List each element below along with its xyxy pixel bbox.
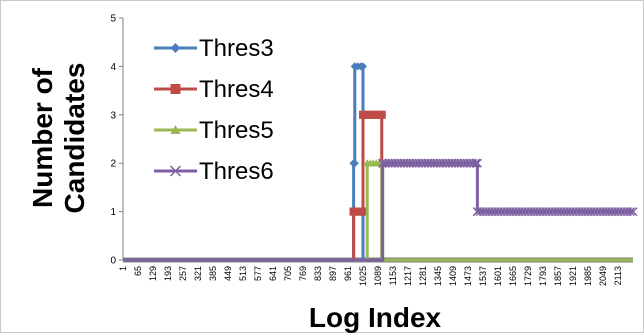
- x-tick-label: 577: [253, 266, 263, 281]
- y-tick-label: 5: [110, 14, 116, 25]
- x-tick-label: 1025: [358, 266, 368, 286]
- axes: [119, 17, 633, 263]
- x-tick-label: 1793: [538, 266, 548, 286]
- legend-label: Thres3: [199, 35, 274, 62]
- x-tick-label: 129: [148, 266, 158, 281]
- data-point: [170, 84, 181, 94]
- y-tick-label: 4: [110, 62, 116, 73]
- data-point: [359, 207, 367, 216]
- x-tick-label: 1345: [433, 266, 443, 286]
- x-tick-label: 65: [133, 266, 143, 276]
- legend-label: Thres5: [199, 117, 274, 144]
- legend-item-thres4: Thres4: [154, 76, 274, 103]
- data-point: [363, 159, 372, 167]
- y-tick-label: 1: [110, 207, 116, 218]
- x-tick-label: 833: [313, 266, 323, 281]
- x-tick-label: 1473: [463, 266, 473, 286]
- x-tick-label: 1985: [583, 266, 593, 286]
- legend-item-thres5: Thres5: [154, 117, 274, 144]
- data-point: [359, 62, 367, 71]
- legend-item-thres3: Thres3: [154, 35, 274, 62]
- data-point: [472, 207, 482, 217]
- y-tick-label: 3: [110, 110, 116, 121]
- x-tick-label: 1281: [418, 266, 428, 286]
- x-tick-label: 897: [328, 266, 338, 281]
- y-axis-title-group: Number of Candidates: [27, 63, 90, 214]
- data-point: [472, 158, 482, 168]
- data-point: [350, 62, 359, 71]
- data-point: [169, 165, 182, 177]
- data-point: [359, 110, 367, 119]
- series-thres6: [123, 158, 638, 262]
- data-point: [377, 110, 386, 119]
- series-layer: [123, 62, 638, 262]
- x-tick-label: 257: [178, 266, 188, 281]
- legend: Thres3 Thres4 Thres5 Thres6: [154, 35, 274, 185]
- x-tick-label: 449: [223, 266, 233, 281]
- x-tick-label: 321: [193, 266, 203, 281]
- x-tick-label: 961: [343, 266, 353, 281]
- legend-label: Thres4: [199, 76, 274, 103]
- data-point: [170, 125, 181, 134]
- y-tick-label: 0: [110, 256, 116, 267]
- y-axis-title-line2: Candidates: [59, 63, 90, 214]
- y-tick-label: 2: [110, 159, 116, 170]
- x-tick-label: 2113: [613, 266, 623, 285]
- x-tick-label: 1089: [373, 266, 383, 286]
- x-tick-label: 1665: [508, 266, 518, 286]
- x-axis-title: Log Index: [309, 302, 442, 333]
- x-tick-label: 1217: [403, 266, 413, 286]
- x-tick-label: 1601: [493, 266, 503, 286]
- data-point: [625, 207, 635, 217]
- x-tick-label: 385: [208, 266, 218, 281]
- x-tick-label: 1153: [388, 266, 398, 285]
- x-tick-label: 1921: [568, 266, 578, 286]
- x-tick-label: 193: [163, 266, 173, 281]
- data-point: [471, 158, 481, 168]
- legend-item-thres6: Thres6: [154, 158, 274, 185]
- y-axis-title-line1: Number of: [27, 67, 58, 208]
- x-tick-label: 641: [268, 266, 278, 281]
- legend-label: Thres6: [199, 158, 274, 185]
- data-point: [349, 207, 358, 216]
- x-tick-label: 1537: [478, 266, 488, 286]
- x-tick-label: 1729: [523, 266, 533, 286]
- data-point: [378, 158, 388, 168]
- x-tick-label: 1857: [553, 266, 563, 286]
- data-point: [628, 207, 638, 217]
- x-tick-label: 1409: [448, 266, 458, 286]
- x-tick-label: 769: [298, 266, 308, 281]
- x-tick-label: 705: [283, 266, 293, 281]
- data-point: [170, 43, 181, 53]
- data-point: [350, 159, 359, 168]
- x-tick-label: 1: [118, 266, 128, 271]
- x-tick-label: 513: [238, 266, 248, 281]
- x-tick-label: 2049: [598, 266, 608, 286]
